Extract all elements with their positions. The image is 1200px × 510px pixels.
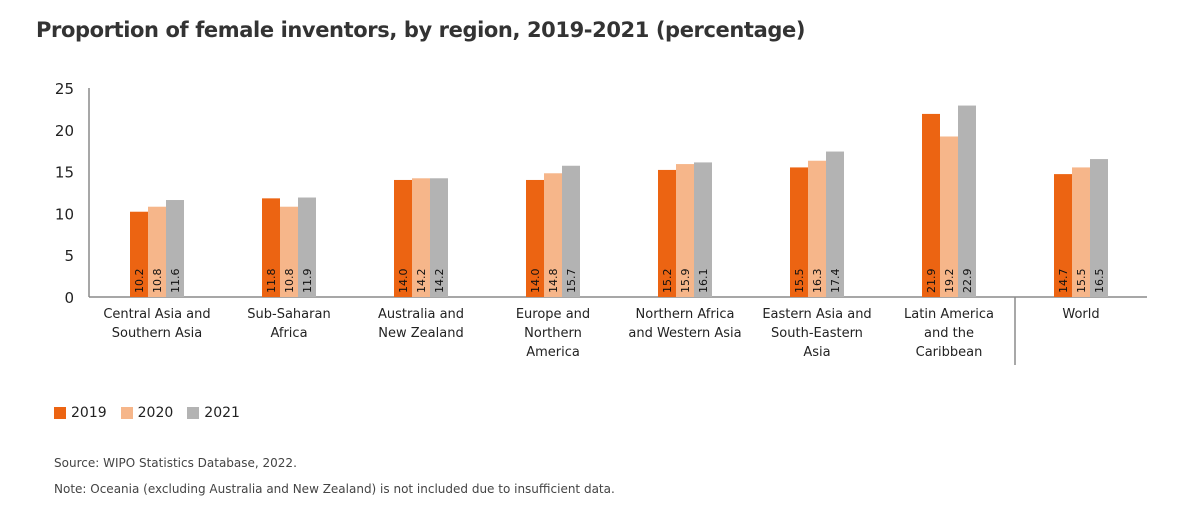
x-tick-label-line: Northern <box>524 326 582 341</box>
data-label-2019-1: 11.8 <box>265 269 278 294</box>
bar-2019-1 <box>262 198 280 297</box>
footnote: Note: Oceania (excluding Australia and N… <box>54 482 615 496</box>
y-tick-label: 15 <box>55 164 74 182</box>
legend-swatch-2019 <box>54 407 66 419</box>
x-tick-label: Latin America and the Caribbean <box>904 307 994 360</box>
x-tick-label-line: World <box>1062 307 1099 322</box>
bar-2020-5 <box>808 160 826 297</box>
data-label-2021-3: 15.7 <box>565 269 578 294</box>
data-label-2021-5: 17.4 <box>829 269 842 294</box>
data-label-2020-5: 16.3 <box>811 269 824 294</box>
data-label-2021-6: 22.9 <box>961 269 974 294</box>
y-tick-labels: 0 5 10 15 20 25 <box>55 80 74 307</box>
x-tick-label: Eastern Asia and South-Eastern Asia <box>762 307 871 360</box>
data-label-2019-6: 21.9 <box>925 269 938 294</box>
data-label-2019-4: 15.2 <box>661 269 674 294</box>
bar-2020-2 <box>412 178 430 297</box>
x-tick-label-line: Asia <box>803 345 830 360</box>
legend-swatch-2021 <box>187 407 200 419</box>
bar-2019-7 <box>1054 174 1072 297</box>
chart-title: Proportion of female inventors, by regio… <box>36 18 806 42</box>
x-tick-label: Australia and New Zealand <box>378 307 464 341</box>
bar-2020-1 <box>280 206 298 297</box>
x-tick-label-line: South-Eastern <box>771 326 863 341</box>
legend-item-2019: 2019 <box>54 405 107 421</box>
data-label-2020-0: 10.8 <box>151 269 164 294</box>
source-note: Source: WIPO Statistics Database, 2022. <box>54 456 297 470</box>
x-tick-label: Sub-Saharan Africa <box>247 307 330 341</box>
x-tick-label-line: and the <box>924 326 974 341</box>
data-label-2021-7: 16.5 <box>1093 269 1106 294</box>
data-label-2019-5: 15.5 <box>793 269 806 294</box>
data-label-2020-1: 10.8 <box>283 269 296 294</box>
legend-label-2020: 2020 <box>137 405 174 421</box>
x-tick-label-line: Latin America <box>904 307 994 322</box>
bar-2019-6 <box>922 113 940 297</box>
bar-2020-3 <box>544 173 562 297</box>
x-tick-label-line: America <box>526 345 580 360</box>
x-tick-label-line: Eastern Asia and <box>762 307 871 322</box>
bar-2020-6 <box>940 136 958 297</box>
data-label-2020-7: 15.5 <box>1075 269 1088 294</box>
x-tick-label-line: Sub-Saharan <box>247 307 330 322</box>
x-tick-label: Central Asia and Southern Asia <box>103 307 210 341</box>
data-label-2020-6: 19.2 <box>943 269 956 294</box>
legend: 2019 2020 2021 <box>54 405 240 421</box>
bar-2021-7 <box>1090 159 1108 297</box>
bar-2020-4 <box>676 164 694 297</box>
data-label-2021-2: 14.2 <box>433 269 446 294</box>
legend-label-2021: 2021 <box>204 405 240 421</box>
bar-2019-2 <box>394 179 412 297</box>
data-label-2019-2: 14.0 <box>397 269 410 294</box>
data-label-2021-1: 11.9 <box>301 269 314 294</box>
data-labels: 10.2 10.8 11.6 11.8 10.8 11.9 14.0 14.2 14.2 14.0… <box>133 269 1106 294</box>
data-label-2020-3: 14.8 <box>547 269 560 294</box>
legend-swatch-2020 <box>120 407 133 419</box>
bar-2019-4 <box>658 169 676 297</box>
bar-2021-3 <box>562 165 580 297</box>
bar-2021-6 <box>958 105 976 297</box>
bar-2021-1 <box>298 197 316 297</box>
x-tick-label: Northern Africa and Western Asia <box>628 307 741 341</box>
bar-2019-5 <box>790 167 808 297</box>
y-tick-label: 0 <box>64 289 74 307</box>
data-label-2019-7: 14.7 <box>1057 269 1070 294</box>
data-label-2019-0: 10.2 <box>133 269 146 294</box>
bar-2021-2 <box>430 178 448 297</box>
x-tick-label-line: Caribbean <box>916 345 983 360</box>
bars <box>130 105 1108 297</box>
x-tick-labels: Central Asia and Southern Asia Sub-Saharan… <box>103 307 1099 360</box>
bar-2020-7 <box>1072 167 1090 297</box>
legend-label-2019: 2019 <box>71 405 107 421</box>
x-tick-label: Europe and Northern America <box>516 307 590 360</box>
x-tick-label-line: New Zealand <box>378 326 463 341</box>
axes <box>88 88 1147 365</box>
legend-item-2021: 2021 <box>187 405 240 421</box>
data-label-2021-4: 16.1 <box>697 269 710 294</box>
data-label-2019-3: 14.0 <box>529 269 542 294</box>
x-tick-label-line: Africa <box>270 326 307 341</box>
bar-2020-0 <box>148 206 166 297</box>
x-tick-label-line: Central Asia and <box>103 307 210 322</box>
bar-2021-5 <box>826 151 844 297</box>
y-tick-label: 5 <box>64 247 74 265</box>
bar-2019-0 <box>130 211 148 297</box>
x-tick-label-line: and Western Asia <box>628 326 741 341</box>
bar-2019-3 <box>526 179 544 297</box>
data-label-2020-4: 15.9 <box>679 269 692 294</box>
x-tick-label-line: Europe and <box>516 307 590 322</box>
bar-2021-4 <box>694 162 712 297</box>
legend-item-2020: 2020 <box>120 405 174 421</box>
y-tick-label: 10 <box>55 205 74 223</box>
x-tick-label-line: Australia and <box>378 307 464 322</box>
x-tick-label-line: Southern Asia <box>112 326 203 341</box>
x-tick-label-line: Northern Africa <box>636 307 735 322</box>
data-label-2021-0: 11.6 <box>169 269 182 294</box>
y-tick-label: 25 <box>55 80 74 98</box>
data-label-2020-2: 14.2 <box>415 269 428 294</box>
y-tick-label: 20 <box>55 122 74 140</box>
x-tick-label: World <box>1062 307 1099 322</box>
bar-2021-0 <box>166 200 184 297</box>
